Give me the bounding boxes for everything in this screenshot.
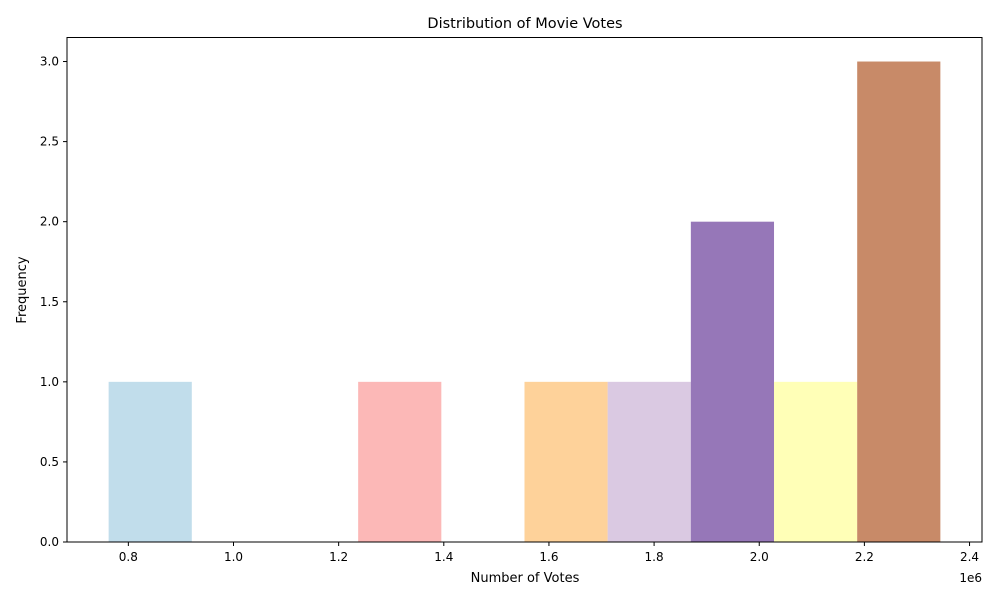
x-axis-ticks: 0.8 1.0 1.2 1.4 1.6 1.8 2.0 2.2 2.4 bbox=[119, 542, 979, 564]
histogram-bar bbox=[690, 221, 775, 542]
x-tick-label: 1.4 bbox=[434, 550, 453, 564]
x-tick-label: 1.2 bbox=[329, 550, 348, 564]
x-tick-label: 0.8 bbox=[119, 550, 138, 564]
y-tick-label: 3.0 bbox=[40, 55, 59, 69]
bars-group bbox=[108, 61, 941, 543]
histogram-bar bbox=[774, 381, 858, 542]
histogram-bar bbox=[358, 381, 442, 542]
y-tick-label: 2.5 bbox=[40, 135, 59, 149]
plot-frame bbox=[66, 37, 983, 543]
histogram-bar bbox=[524, 381, 608, 542]
y-axis-label: Frequency bbox=[15, 256, 30, 323]
y-tick-label: 2.0 bbox=[40, 215, 59, 229]
x-axis-offset-label: 1e6 bbox=[959, 571, 982, 585]
y-tick-label: 1.5 bbox=[40, 295, 59, 309]
x-tick-label: 1.6 bbox=[539, 550, 558, 564]
y-tick-label: 0.5 bbox=[40, 455, 59, 469]
x-tick-label: 1.8 bbox=[645, 550, 664, 564]
x-tick-label: 1.0 bbox=[224, 550, 243, 564]
chart-title: Distribution of Movie Votes bbox=[427, 16, 622, 32]
x-axis-label: Number of Votes bbox=[471, 571, 580, 586]
x-tick-label: 2.4 bbox=[960, 550, 979, 564]
histogram-bar bbox=[108, 381, 192, 542]
x-tick-label: 2.0 bbox=[750, 550, 769, 564]
histogram-bar bbox=[857, 61, 941, 543]
y-axis-ticks: 0.0 0.5 1.0 1.5 2.0 2.5 3.0 bbox=[40, 55, 67, 549]
y-tick-label: 1.0 bbox=[40, 375, 59, 389]
histogram-bar bbox=[607, 381, 691, 542]
x-tick-label: 2.2 bbox=[855, 550, 874, 564]
y-tick-label: 0.0 bbox=[40, 535, 59, 549]
